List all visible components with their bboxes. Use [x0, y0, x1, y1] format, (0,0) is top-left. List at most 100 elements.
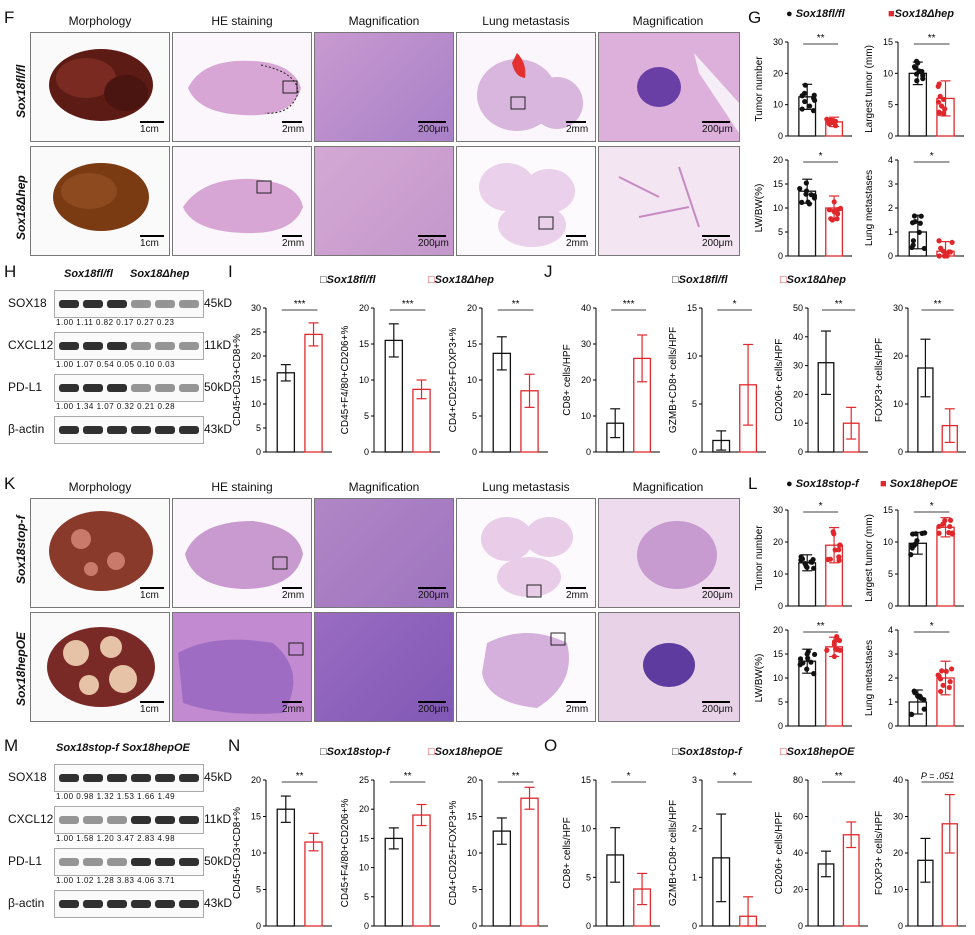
y-tick-label: 0 — [364, 447, 369, 457]
y-tick-label: 20 — [773, 625, 783, 635]
f-scale-4: 2mm — [566, 121, 588, 135]
data-point — [826, 207, 833, 213]
o-legend-2: □Sox18hepOE — [780, 746, 855, 758]
data-point — [799, 93, 805, 99]
y-tick-label: 20 — [359, 303, 369, 313]
sig-label: * — [627, 771, 631, 782]
y-tick-label: 25 — [359, 775, 369, 785]
blot-kd-H-0: 45kD — [204, 296, 233, 310]
y-tick-label: 15 — [467, 339, 477, 349]
f-magnification-3 — [314, 146, 454, 256]
y-tick-label: 15 — [883, 37, 893, 47]
data-point — [912, 541, 918, 547]
chart-n-cd206: CD45+F4/80+CD206+% 0 5 10 15 20 25 ** — [340, 771, 440, 931]
data-point — [909, 244, 915, 251]
col-header-lung: Lung metastasis — [482, 14, 570, 28]
data-point — [921, 706, 927, 712]
data-point — [910, 238, 917, 244]
data-point — [908, 552, 914, 558]
blot-name-H-0: SOX18 — [8, 296, 47, 310]
y-tick-label: 0 — [798, 447, 803, 457]
y-tick-label: 10 — [581, 824, 591, 834]
bar — [520, 797, 539, 927]
y-tick-label: 15 — [687, 303, 697, 313]
data-point — [830, 119, 836, 125]
data-point — [948, 666, 955, 672]
bar — [936, 526, 955, 607]
data-point — [836, 547, 842, 553]
panel-label-O: O — [544, 736, 558, 755]
y-tick-label: 20 — [581, 375, 591, 385]
data-point — [798, 557, 804, 563]
y-tick-label: 0 — [692, 921, 697, 931]
y-tick-label: 10 — [581, 411, 591, 421]
data-point — [935, 672, 941, 678]
f-scale-2: 2mm — [282, 121, 304, 135]
sig-label: ** — [835, 771, 843, 782]
data-point — [831, 641, 837, 648]
data-point — [805, 199, 811, 205]
blot-band-M-3 — [54, 890, 204, 918]
data-point — [837, 542, 843, 548]
data-point — [943, 668, 949, 674]
data-point — [832, 123, 839, 129]
y-axis-label: Largest tumor (mm) — [864, 514, 875, 602]
y-tick-label: 40 — [893, 775, 903, 785]
chart-i-cd206: CD45+F4/80+CD206+% 0 5 10 15 20 *** — [340, 299, 440, 457]
data-point — [947, 517, 954, 523]
col-header-he: HE staining — [211, 14, 273, 28]
y-tick-label: 15 — [251, 375, 261, 385]
data-point — [834, 216, 840, 222]
bar — [304, 333, 323, 453]
j-legend-2: □Sox18Δhep — [780, 274, 847, 286]
blot-quant-H-1: 1.00 1.07 0.54 0.05 0.10 0.03 — [56, 360, 176, 369]
data-point — [911, 64, 918, 70]
f-magnification-1 — [314, 32, 454, 142]
blot-band-M-2 — [54, 848, 204, 876]
data-point — [831, 531, 837, 537]
data-point — [828, 216, 834, 222]
k-col-header-he: HE staining — [211, 480, 273, 494]
y-tick-label: 30 — [773, 37, 783, 47]
data-point — [799, 199, 805, 205]
k-magnification-1 — [314, 498, 454, 608]
y-tick-label: 5 — [256, 423, 261, 433]
y-tick-label: 5 — [472, 885, 477, 895]
blot-name-M-1: CXCL12 — [8, 812, 54, 826]
y-axis-label: Tumor number — [754, 56, 765, 122]
y-tick-label: 50 — [793, 303, 803, 313]
y-tick-label: 2 — [888, 673, 893, 683]
data-point — [802, 98, 808, 105]
sig-label: ** — [835, 299, 843, 310]
chart-g-lung-metastases: Lung metastases 0 1 2 3 4 * — [864, 151, 964, 261]
l-legend-2: ■ Sox18hepOE — [880, 478, 958, 490]
data-point — [837, 647, 843, 653]
y-axis-label: Largest tumor (mm) — [864, 45, 875, 133]
h-group-2: Sox18Δhep — [130, 268, 190, 280]
y-tick-label: 10 — [251, 848, 261, 858]
k-magnification-2 — [598, 498, 740, 608]
sig-label: P = .051 — [921, 771, 954, 781]
data-point — [947, 679, 953, 685]
data-point — [804, 564, 810, 570]
data-point — [942, 106, 948, 112]
data-point — [914, 78, 920, 84]
data-point — [936, 238, 942, 244]
data-point — [918, 213, 924, 219]
data-point — [832, 646, 839, 652]
sig-label: * — [819, 501, 823, 512]
chart-o-cd206-cells: CD206+ cells/HPF 0 20 40 60 80 ** — [774, 771, 868, 931]
data-point — [831, 199, 837, 205]
chart-j-gzmb: GZMB+CD8+ cells/HPF 0 5 10 15 * — [668, 299, 766, 457]
data-point — [811, 565, 817, 571]
y-tick-label: 10 — [773, 569, 783, 579]
y-axis-label: FOXP3+ cells/HPF — [874, 338, 885, 422]
data-point — [936, 110, 942, 116]
y-tick-label: 10 — [467, 375, 477, 385]
k-scale-5: 200μm — [702, 587, 733, 601]
blot-name-H-3: β-actin — [8, 422, 45, 436]
y-tick-label: 15 — [773, 649, 783, 659]
y-axis-label: CD8+ cells/HPF — [562, 817, 573, 888]
y-tick-label: 10 — [251, 399, 261, 409]
y-tick-label: 0 — [798, 921, 803, 931]
